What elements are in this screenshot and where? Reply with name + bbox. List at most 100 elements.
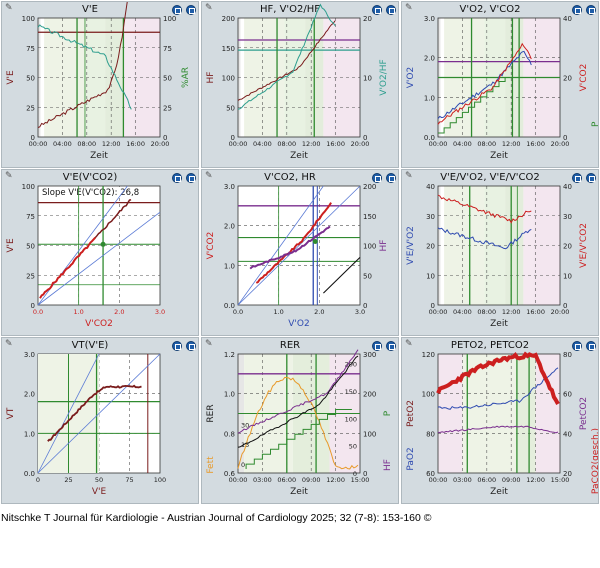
- x-axis-label: Zeit: [490, 319, 508, 329]
- y-tick-label: 60: [426, 470, 435, 478]
- expand-icon[interactable]: [386, 5, 396, 15]
- plot-border: [437, 185, 561, 306]
- x-tick-label: 20:00: [151, 140, 170, 148]
- panel-title: RER: [279, 340, 301, 351]
- y-tick-label: 10: [426, 272, 435, 280]
- series-load: [438, 77, 530, 134]
- expand-icon[interactable]: [186, 341, 196, 351]
- x-tick-label: 12:00: [502, 308, 521, 316]
- x-tick-label: 16:00: [526, 308, 545, 316]
- x-tick-label: 16:00: [326, 140, 345, 148]
- y-tick-label: 40: [426, 183, 435, 191]
- x-axis-label: Zeit: [290, 151, 308, 161]
- inner-tick-label: 15: [241, 441, 249, 449]
- x-tick-label: 00:00: [429, 476, 448, 484]
- x-tick-label: 0.0: [33, 308, 43, 316]
- x-tick-label: 1.0: [73, 308, 83, 316]
- x-axis-label: Zeit: [490, 487, 508, 497]
- x-tick-label: 06:00: [277, 476, 296, 484]
- settings-icon[interactable]: [172, 5, 182, 15]
- x-tick-label: 20:00: [351, 140, 370, 148]
- y2-tick-label: 150: [363, 213, 376, 221]
- series-load: [245, 409, 352, 469]
- y-tick-label: 1.0: [424, 94, 435, 102]
- y-tick-label: 3.0: [24, 351, 35, 359]
- settings-icon[interactable]: [172, 173, 182, 183]
- y2-tick-label: 20: [563, 243, 572, 251]
- x-tick-label: 0: [36, 476, 40, 484]
- panel-vo2-vco2: ✎ V'O2, V'CO2 00:00 04:00 08:00 12:00 16:00 2…: [401, 1, 599, 168]
- y2-axis-label: P: [383, 410, 393, 416]
- pin-icon[interactable]: ✎: [405, 339, 413, 349]
- y2-tick-label: 200: [363, 183, 376, 191]
- series-black: [323, 257, 361, 294]
- panel-title: V'CO2, HR: [264, 172, 316, 183]
- pin-icon[interactable]: ✎: [405, 171, 413, 181]
- expand-icon[interactable]: [386, 341, 396, 351]
- x-tick-label: 15:00: [351, 476, 370, 484]
- expand-icon[interactable]: [586, 5, 596, 15]
- series-vo2: [437, 50, 532, 119]
- y-tick-label: 2.0: [224, 223, 235, 231]
- inner-tick-label: 50: [349, 443, 357, 451]
- settings-icon[interactable]: [372, 5, 382, 15]
- y-tick-label: 30: [426, 213, 435, 221]
- x-tick-label: 08:00: [477, 308, 496, 316]
- inner-tick-label: 30: [241, 421, 249, 429]
- y3-axis-label: HF: [383, 459, 393, 471]
- chart-vo2-vco2: 00:00 04:00 08:00 12:00 16:00 20:00 0.0 1.0 2.0 3…: [406, 15, 598, 161]
- expand-icon[interactable]: [386, 173, 396, 183]
- settings-icon[interactable]: [572, 341, 582, 351]
- x-tick-label: 00:00: [229, 476, 248, 484]
- reference-line: [37, 353, 100, 474]
- settings-icon[interactable]: [572, 173, 582, 183]
- y-tick-label: 3.0: [224, 183, 235, 191]
- panel-hf: ✎ HF, V'O2/HF 00:00 04:00 08:00 12:00 16:00 2…: [201, 1, 399, 168]
- panel-eq: ✎ V'E/V'O2, V'E/V'CO2 00:00 04:00 08:00 12:…: [401, 169, 599, 336]
- y2-tick-label: 20: [363, 15, 372, 23]
- y-tick-label: 100: [22, 15, 35, 23]
- y2-tick-label: 100: [363, 243, 376, 251]
- pin-icon[interactable]: ✎: [205, 339, 213, 349]
- expand-icon[interactable]: [586, 173, 596, 183]
- y2-axis-label: %AR: [181, 67, 191, 88]
- inner-tick-label: 150: [345, 388, 357, 396]
- series-hf: [237, 349, 359, 434]
- y2-tick-label: 0: [363, 302, 367, 310]
- y3-axis-label: PaCO2(gesch.): [591, 428, 599, 494]
- y2-tick-label: 50: [163, 75, 172, 83]
- x-tick-label: 00:00: [229, 140, 248, 148]
- x-tick-label: 00:00: [29, 140, 48, 148]
- pin-icon[interactable]: ✎: [5, 171, 13, 181]
- pin-icon[interactable]: ✎: [205, 171, 213, 181]
- y-tick-label: 0.0: [424, 134, 435, 142]
- expand-icon[interactable]: [586, 341, 596, 351]
- y-tick-label: 1.0: [224, 391, 235, 399]
- pin-icon[interactable]: ✎: [5, 339, 13, 349]
- y2-tick-label: 20: [563, 470, 572, 478]
- expand-icon[interactable]: [186, 173, 196, 183]
- y2-tick-label: 0: [563, 302, 567, 310]
- settings-icon[interactable]: [172, 341, 182, 351]
- y-tick-label: 0.8: [224, 430, 235, 438]
- pin-icon[interactable]: ✎: [405, 3, 413, 13]
- panel-rer: ✎ RER 00:00 03:00 06:00 09:00 12:00 15:00 0.6 0…: [201, 337, 399, 504]
- x-tick-label: 3.0: [155, 308, 165, 316]
- pin-icon[interactable]: ✎: [5, 3, 13, 13]
- series-ar: [37, 24, 132, 110]
- y-tick-label: 0: [31, 134, 35, 142]
- settings-icon[interactable]: [572, 5, 582, 15]
- chart-ve: 00:00 04:00 08:00 12:00 16:00 20:000255075100…: [6, 2, 191, 161]
- series-hf: [237, 20, 336, 101]
- x-tick-label: 08:00: [277, 140, 296, 148]
- series-vco2: [437, 42, 532, 125]
- chart-peto2: 00:00 03:00 06:00 09:00 12:00 15:00 60 80 100 120…: [406, 351, 599, 497]
- pin-icon[interactable]: ✎: [205, 3, 213, 13]
- settings-icon[interactable]: [372, 173, 382, 183]
- y-tick-label: 1.2: [224, 351, 235, 359]
- series-vt: [47, 384, 142, 442]
- x-tick-label: 03:00: [453, 476, 472, 484]
- expand-icon[interactable]: [186, 5, 196, 15]
- settings-icon[interactable]: [372, 341, 382, 351]
- y-tick-label: 1.0: [24, 430, 35, 438]
